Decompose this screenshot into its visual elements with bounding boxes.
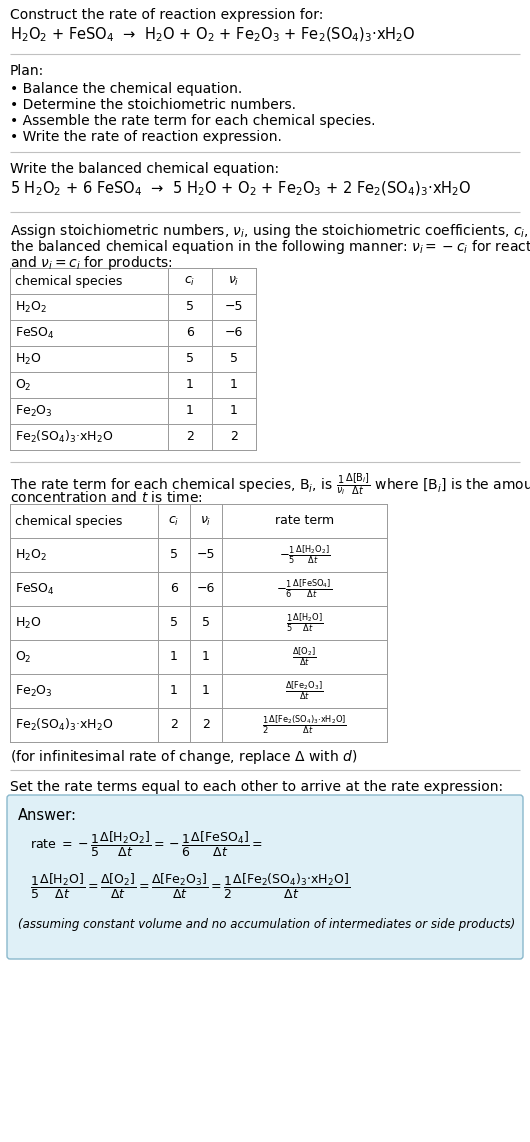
FancyBboxPatch shape bbox=[7, 795, 523, 959]
Text: • Determine the stoichiometric numbers.: • Determine the stoichiometric numbers. bbox=[10, 98, 296, 112]
Text: $\frac{1}{2}\frac{\Delta[\mathrm{Fe_2(SO_4)_3{\cdot}xH_2O}]}{\Delta t}$: $\frac{1}{2}\frac{\Delta[\mathrm{Fe_2(SO… bbox=[262, 714, 347, 737]
Text: 2: 2 bbox=[170, 718, 178, 732]
Text: 5: 5 bbox=[170, 548, 178, 562]
Text: 5: 5 bbox=[202, 617, 210, 629]
Text: Fe$_2$(SO$_4$)$_3$·xH$_2$O: Fe$_2$(SO$_4$)$_3$·xH$_2$O bbox=[15, 717, 113, 733]
Text: 1: 1 bbox=[230, 404, 238, 418]
Text: $\frac{1}{5}\frac{\Delta[\mathrm{H_2O}]}{\Delta t}$: $\frac{1}{5}\frac{\Delta[\mathrm{H_2O}]}… bbox=[286, 612, 323, 634]
Text: 5: 5 bbox=[230, 353, 238, 365]
Text: concentration and $t$ is time:: concentration and $t$ is time: bbox=[10, 490, 202, 505]
Text: Write the balanced chemical equation:: Write the balanced chemical equation: bbox=[10, 162, 279, 176]
Text: the balanced chemical equation in the following manner: $\nu_i = -c_i$ for react: the balanced chemical equation in the fo… bbox=[10, 238, 530, 256]
Text: $\nu_i$: $\nu_i$ bbox=[228, 274, 240, 288]
Text: 5: 5 bbox=[170, 617, 178, 629]
Text: Plan:: Plan: bbox=[10, 64, 44, 78]
Text: 2: 2 bbox=[186, 431, 194, 443]
Text: H$_2$O: H$_2$O bbox=[15, 352, 41, 367]
Text: H$_2$O: H$_2$O bbox=[15, 616, 41, 630]
Text: $\nu_i$: $\nu_i$ bbox=[200, 514, 211, 528]
Text: rate term: rate term bbox=[275, 515, 334, 528]
Text: Set the rate terms equal to each other to arrive at the rate expression:: Set the rate terms equal to each other t… bbox=[10, 780, 503, 794]
Text: −6: −6 bbox=[197, 582, 215, 595]
Text: O$_2$: O$_2$ bbox=[15, 650, 32, 665]
Text: −6: −6 bbox=[225, 327, 243, 339]
Text: $\frac{\Delta[\mathrm{O_2}]}{\Delta t}$: $\frac{\Delta[\mathrm{O_2}]}{\Delta t}$ bbox=[292, 645, 317, 668]
Text: 1: 1 bbox=[186, 404, 194, 418]
Text: FeSO$_4$: FeSO$_4$ bbox=[15, 325, 55, 340]
Text: 2: 2 bbox=[230, 431, 238, 443]
Text: −5: −5 bbox=[197, 548, 215, 562]
Text: O$_2$: O$_2$ bbox=[15, 378, 32, 393]
Text: 1: 1 bbox=[202, 684, 210, 698]
Text: 1: 1 bbox=[202, 651, 210, 664]
Text: 2: 2 bbox=[202, 718, 210, 732]
Text: 1: 1 bbox=[170, 684, 178, 698]
Text: $\frac{\Delta[\mathrm{Fe_2O_3}]}{\Delta t}$: $\frac{\Delta[\mathrm{Fe_2O_3}]}{\Delta … bbox=[285, 679, 324, 702]
Text: Answer:: Answer: bbox=[18, 809, 77, 823]
Text: $c_i$: $c_i$ bbox=[184, 274, 196, 288]
Text: 1: 1 bbox=[230, 378, 238, 392]
Text: • Assemble the rate term for each chemical species.: • Assemble the rate term for each chemic… bbox=[10, 114, 375, 128]
Text: • Write the rate of reaction expression.: • Write the rate of reaction expression. bbox=[10, 130, 282, 144]
Text: and $\nu_i = c_i$ for products:: and $\nu_i = c_i$ for products: bbox=[10, 254, 173, 272]
Text: rate $= -\dfrac{1}{5}\dfrac{\Delta[\mathrm{H_2O_2}]}{\Delta t} = -\dfrac{1}{6}\d: rate $= -\dfrac{1}{5}\dfrac{\Delta[\math… bbox=[30, 830, 263, 859]
Text: $-\frac{1}{6}\frac{\Delta[\mathrm{FeSO_4}]}{\Delta t}$: $-\frac{1}{6}\frac{\Delta[\mathrm{FeSO_4… bbox=[277, 578, 332, 601]
Text: $\dfrac{1}{5}\dfrac{\Delta[\mathrm{H_2O}]}{\Delta t} = \dfrac{\Delta[\mathrm{O_2: $\dfrac{1}{5}\dfrac{\Delta[\mathrm{H_2O}… bbox=[30, 872, 350, 901]
Text: 6: 6 bbox=[170, 582, 178, 595]
Text: 5: 5 bbox=[186, 353, 194, 365]
Text: H$_2$O$_2$: H$_2$O$_2$ bbox=[15, 299, 47, 314]
Text: Fe$_2$(SO$_4$)$_3$·xH$_2$O: Fe$_2$(SO$_4$)$_3$·xH$_2$O bbox=[15, 429, 113, 445]
Text: H$_2$O$_2$ + FeSO$_4$  →  H$_2$O + O$_2$ + Fe$_2$O$_3$ + Fe$_2$(SO$_4$)$_3$·xH$_: H$_2$O$_2$ + FeSO$_4$ → H$_2$O + O$_2$ +… bbox=[10, 26, 416, 45]
Text: Assign stoichiometric numbers, $\nu_i$, using the stoichiometric coefficients, $: Assign stoichiometric numbers, $\nu_i$, … bbox=[10, 222, 530, 240]
Text: chemical species: chemical species bbox=[15, 515, 122, 528]
Text: H$_2$O$_2$: H$_2$O$_2$ bbox=[15, 547, 47, 563]
Text: 5 H$_2$O$_2$ + 6 FeSO$_4$  →  5 H$_2$O + O$_2$ + Fe$_2$O$_3$ + 2 Fe$_2$(SO$_4$)$: 5 H$_2$O$_2$ + 6 FeSO$_4$ → 5 H$_2$O + O… bbox=[10, 180, 472, 199]
Text: (for infinitesimal rate of change, replace Δ with $d$): (for infinitesimal rate of change, repla… bbox=[10, 748, 357, 766]
Text: FeSO$_4$: FeSO$_4$ bbox=[15, 581, 55, 596]
Text: Fe$_2$O$_3$: Fe$_2$O$_3$ bbox=[15, 403, 53, 419]
Text: Fe$_2$O$_3$: Fe$_2$O$_3$ bbox=[15, 683, 53, 699]
Text: chemical species: chemical species bbox=[15, 274, 122, 288]
Text: • Balance the chemical equation.: • Balance the chemical equation. bbox=[10, 82, 242, 96]
Text: −5: −5 bbox=[225, 300, 243, 314]
Text: 1: 1 bbox=[170, 651, 178, 664]
Text: $-\frac{1}{5}\frac{\Delta[\mathrm{H_2O_2}]}{\Delta t}$: $-\frac{1}{5}\frac{\Delta[\mathrm{H_2O_2… bbox=[279, 544, 330, 566]
Text: $c_i$: $c_i$ bbox=[169, 514, 180, 528]
Text: 6: 6 bbox=[186, 327, 194, 339]
Text: 1: 1 bbox=[186, 378, 194, 392]
Text: The rate term for each chemical species, B$_i$, is $\frac{1}{\nu_i}\frac{\Delta[: The rate term for each chemical species,… bbox=[10, 472, 530, 498]
Text: (assuming constant volume and no accumulation of intermediates or side products): (assuming constant volume and no accumul… bbox=[18, 918, 515, 931]
Text: Construct the rate of reaction expression for:: Construct the rate of reaction expressio… bbox=[10, 8, 323, 22]
Text: 5: 5 bbox=[186, 300, 194, 314]
